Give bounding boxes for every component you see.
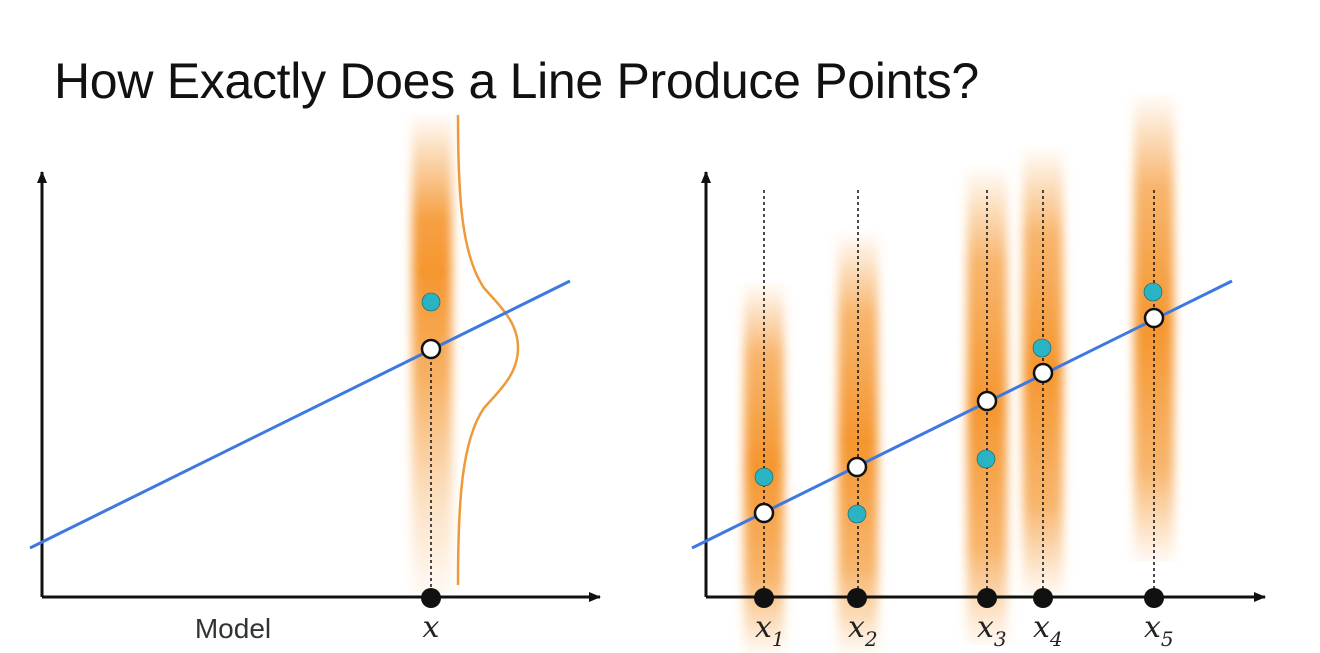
x-dot-4 xyxy=(1033,588,1053,608)
x-label-1-base: x xyxy=(755,610,772,645)
x-label-4-sub: 4 xyxy=(1049,627,1063,651)
observed-point-x1 xyxy=(754,467,774,487)
predicted-point-x5 xyxy=(1143,307,1165,329)
x-label-2: x2 xyxy=(848,610,878,651)
observed-point-x4 xyxy=(1032,338,1052,358)
left-panel: Model x xyxy=(29,112,601,645)
x-dot-5 xyxy=(1144,588,1164,608)
predicted-point-x2 xyxy=(846,456,868,478)
x-label-3-base: x xyxy=(977,610,994,645)
x-label-2-sub: 2 xyxy=(864,627,878,651)
x-label-5-sub: 5 xyxy=(1161,627,1174,651)
x-label-3: x3 xyxy=(977,610,1007,651)
x-label-5: x5 xyxy=(1144,610,1174,651)
left-regression-line xyxy=(29,279,571,550)
left-observed-point xyxy=(421,292,441,312)
x-label-2-base: x xyxy=(848,610,865,645)
predicted-point-x3 xyxy=(976,390,998,412)
x-dot-3 xyxy=(977,588,997,608)
left-x-axis-label: Model xyxy=(195,613,271,644)
right-regression-line xyxy=(691,279,1233,550)
left-predicted-point xyxy=(420,338,442,360)
x-dot-2 xyxy=(847,588,867,608)
observed-point-x5 xyxy=(1143,282,1163,302)
x-label-1: x1 xyxy=(755,610,785,651)
x-label-4-base: x xyxy=(1033,610,1050,645)
x-dot-1 xyxy=(754,588,774,608)
right-panel: x1 x2 x3 x4 x5 xyxy=(691,92,1266,653)
x-label-3-sub: 3 xyxy=(994,627,1007,651)
left-x-label: x xyxy=(423,610,440,645)
x-label-1-sub: 1 xyxy=(772,627,785,651)
slide-title: How Exactly Does a Line Produce Points? xyxy=(54,53,979,109)
observed-point-x2 xyxy=(847,504,867,524)
gaussian-curve xyxy=(456,114,520,586)
x-label-4: x4 xyxy=(1033,610,1063,651)
observed-point-x3 xyxy=(976,449,996,469)
left-x-dot xyxy=(421,588,441,608)
predicted-point-x1 xyxy=(753,502,775,524)
predicted-point-x4 xyxy=(1032,362,1054,384)
x-label-5-base: x xyxy=(1144,610,1161,645)
